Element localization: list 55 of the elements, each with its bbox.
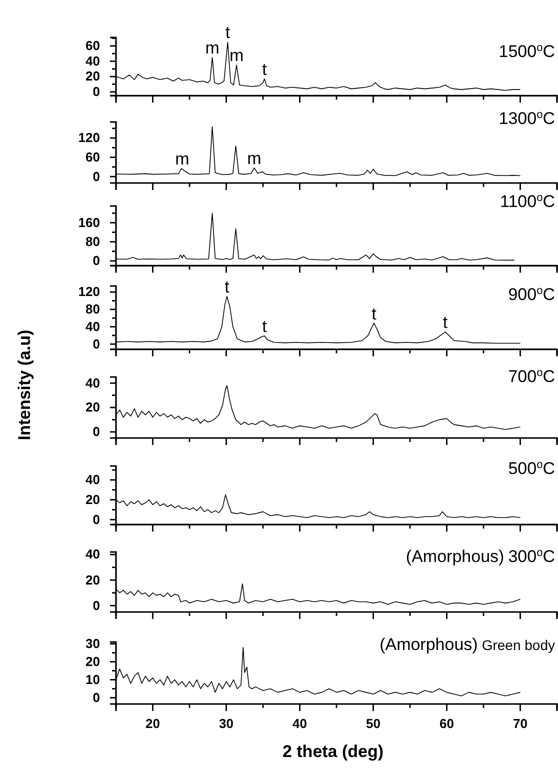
y-tick-label: 20 [86, 68, 100, 84]
y-tick-label: 0 [92, 336, 100, 352]
annotation: 700$^{o}$C [508, 367, 555, 386]
annotation: 1100$^{o}$C [500, 192, 555, 211]
annotation: m [175, 150, 190, 169]
y-tick-label: 60 [86, 149, 100, 164]
y-tick-label: 40 [86, 375, 100, 390]
y-tick-label: 20 [86, 654, 100, 669]
y-tick-label: 40 [86, 53, 100, 68]
annotation: t [225, 23, 230, 42]
x-tick-label: 40 [292, 716, 307, 732]
annotation: t [224, 277, 230, 296]
annotation: 1300$^{o}$C [498, 109, 555, 128]
x-axis-title: 2 theta (deg) [282, 742, 384, 761]
y-tick-label: 0 [92, 168, 100, 184]
annotation: t [442, 312, 448, 332]
y-tick-label: 40 [86, 472, 100, 488]
y-tick-label: 10 [86, 672, 100, 687]
annotation: t [372, 304, 377, 324]
annotation: 900$^{o}$C [508, 285, 555, 304]
annotation: 1500$^{o}$C [498, 42, 555, 61]
annotation: m [229, 46, 244, 66]
y-tick-label: 0 [92, 598, 100, 613]
x-tick-label: 70 [513, 716, 528, 732]
y-tick-label: 0 [92, 84, 100, 100]
y-tick-label: 30 [86, 636, 100, 651]
x-tick-label: 20 [146, 716, 160, 732]
annotation: t [262, 60, 268, 79]
annotation: t [262, 316, 268, 336]
y-tick-label: 0 [92, 424, 100, 440]
annotation: (Amorphous) [380, 635, 478, 654]
y-tick-label: 0 [92, 512, 100, 527]
y-tick-label: 20 [86, 572, 100, 588]
y-tick-label: 0 [92, 690, 100, 705]
annotation: 300$^{o}$C [508, 547, 555, 566]
y-tick-label: 80 [86, 302, 100, 317]
x-tick-label: 30 [219, 716, 234, 732]
annotation: Green body [482, 637, 555, 653]
y-tick-label: 40 [86, 546, 100, 562]
y-tick-label: 40 [86, 318, 100, 334]
x-tick-label: 60 [440, 716, 454, 732]
x-tick-label: 50 [366, 716, 380, 732]
annotation: 500$^{o}$C [508, 459, 555, 478]
y-tick-label: 20 [86, 492, 100, 507]
annotation: m [247, 148, 262, 168]
y-tick-label: 60 [86, 38, 100, 54]
y-tick-label: 120 [78, 130, 100, 146]
y-tick-label: 80 [86, 234, 100, 249]
y-tick-label: 160 [78, 214, 100, 230]
y-tick-label: 120 [78, 284, 100, 300]
y-tick-label: 20 [86, 400, 100, 415]
annotation: (Amorphous) [406, 547, 504, 566]
y-tick-label: 0 [92, 253, 100, 268]
annotation: m [205, 38, 220, 58]
y-axis-title: Intensity (a.u) [15, 330, 34, 440]
